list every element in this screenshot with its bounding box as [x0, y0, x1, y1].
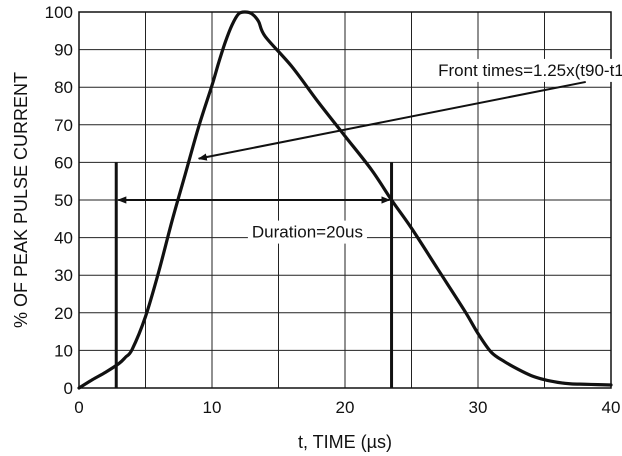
y-tick-label: 60 [54, 153, 73, 172]
x-tick-label: 30 [469, 398, 488, 417]
x-tick-label: 0 [74, 398, 83, 417]
annotation-background [247, 220, 367, 244]
y-tick-label: 20 [54, 304, 73, 323]
pulse-current-curve [77, 10, 613, 390]
front-time-annotation: Front times=1.25x(t90-t10)=8us [438, 61, 622, 80]
x-axis-label: t, TIME (µs) [298, 432, 392, 452]
annotations: Front times=1.25x(t90-t10)=8us Duration=2… [117, 58, 622, 244]
x-tick-label: 10 [203, 398, 222, 417]
y-tick-label: 90 [54, 41, 73, 60]
front-time-arrow [197, 80, 586, 161]
y-tick-label: 100 [45, 3, 73, 22]
y-axis-label: % OF PEAK PULSE CURRENT [11, 72, 31, 328]
plot-frame [78, 11, 612, 389]
y-tick-label: 50 [54, 191, 73, 210]
duration-annotation: Duration=20us [252, 223, 363, 242]
y-tick-labels: 0 10 20 30 40 50 60 70 80 90 100 [45, 3, 73, 398]
annotation-background [434, 58, 622, 82]
series-lines [77, 10, 613, 390]
y-tick-label: 10 [54, 341, 73, 360]
plot-border [78, 11, 612, 389]
x-tick-labels: 0 10 20 30 40 [74, 398, 620, 417]
y-tick-label: 70 [54, 116, 73, 135]
y-tick-label: 40 [54, 229, 73, 248]
y-tick-label: 0 [64, 379, 73, 398]
x-tick-label: 40 [602, 398, 621, 417]
x-tick-label: 20 [336, 398, 355, 417]
y-tick-label: 80 [54, 78, 73, 97]
y-tick-label: 30 [54, 266, 73, 285]
